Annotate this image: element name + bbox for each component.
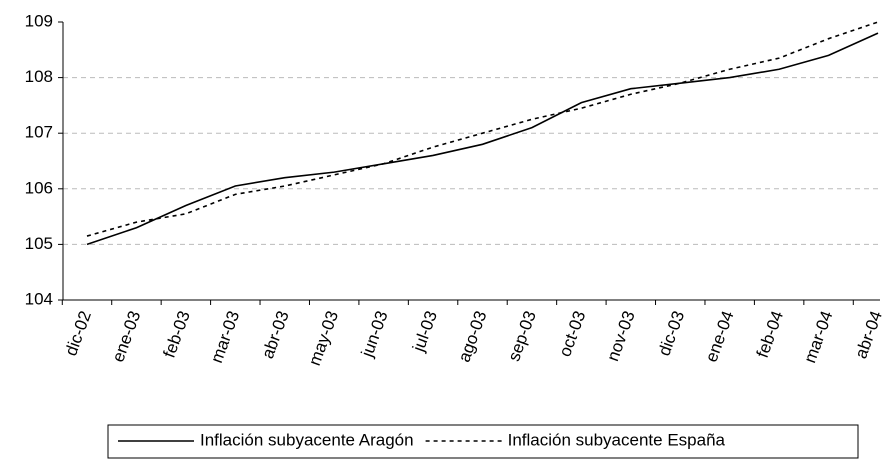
x-tick-label: dic-03 xyxy=(655,308,689,358)
x-tick-label: sep-03 xyxy=(504,308,540,363)
x-tick-label: may-03 xyxy=(305,308,342,368)
x-tick-label: nov-03 xyxy=(603,308,639,363)
x-tick-label: feb-03 xyxy=(160,308,194,360)
x-tick-label: abr-04 xyxy=(851,308,886,361)
x-tick-label: mar-03 xyxy=(207,308,243,365)
x-tick-label: abr-03 xyxy=(258,308,293,361)
x-tick-label: ene-04 xyxy=(702,308,738,364)
y-tick-label: 107 xyxy=(25,123,53,142)
y-tick-label: 104 xyxy=(25,289,53,308)
x-tick-label: ago-03 xyxy=(455,308,491,364)
legend-label: Inflación subyacente Aragón xyxy=(200,430,414,449)
x-tick-label: dic-02 xyxy=(61,308,95,358)
x-tick-label: feb-04 xyxy=(753,308,787,360)
y-tick-label: 108 xyxy=(25,67,53,86)
x-tick-label: jul-03 xyxy=(409,308,441,355)
y-tick-label: 109 xyxy=(25,11,53,30)
y-tick-label: 105 xyxy=(25,234,53,253)
x-tick-label: ene-03 xyxy=(108,308,144,364)
x-tick-label: oct-03 xyxy=(555,308,589,359)
x-tick-label: mar-04 xyxy=(800,308,836,365)
x-tick-label: jun-03 xyxy=(357,308,391,360)
line-series xyxy=(86,21,879,237)
line-series xyxy=(86,32,879,246)
y-tick-label: 106 xyxy=(25,178,53,197)
legend-label: Inflación subyacente España xyxy=(508,430,726,449)
